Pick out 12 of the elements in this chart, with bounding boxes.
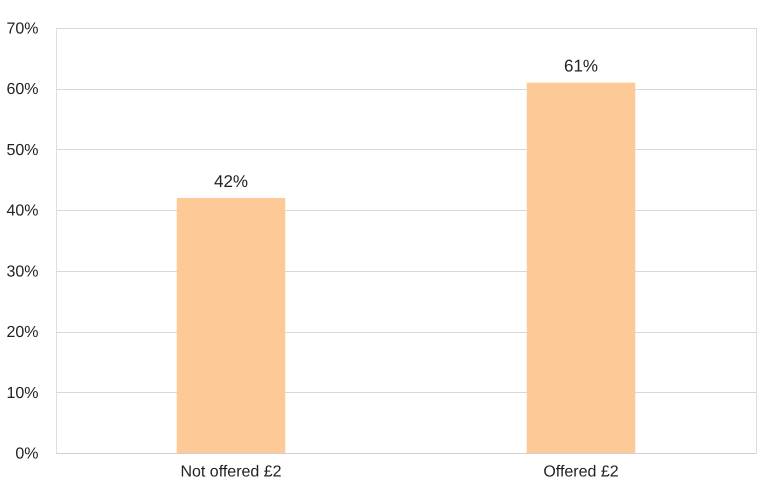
y-tick-label: 30% xyxy=(6,263,38,280)
x-tick-label: Offered £2 xyxy=(543,464,619,480)
data-label: 42% xyxy=(214,172,248,191)
data-label: 61% xyxy=(564,56,598,76)
y-tick-label: 70% xyxy=(6,20,38,38)
y-tick-label: 20% xyxy=(6,324,38,342)
y-tick-label: 40% xyxy=(6,202,38,220)
y-tick-label: 60% xyxy=(6,81,38,98)
y-tick-label: 10% xyxy=(6,384,38,402)
y-tick-label: 50% xyxy=(6,142,38,159)
y-tick-label: 0% xyxy=(15,446,38,462)
x-tick-label: Not offered £2 xyxy=(180,464,282,480)
